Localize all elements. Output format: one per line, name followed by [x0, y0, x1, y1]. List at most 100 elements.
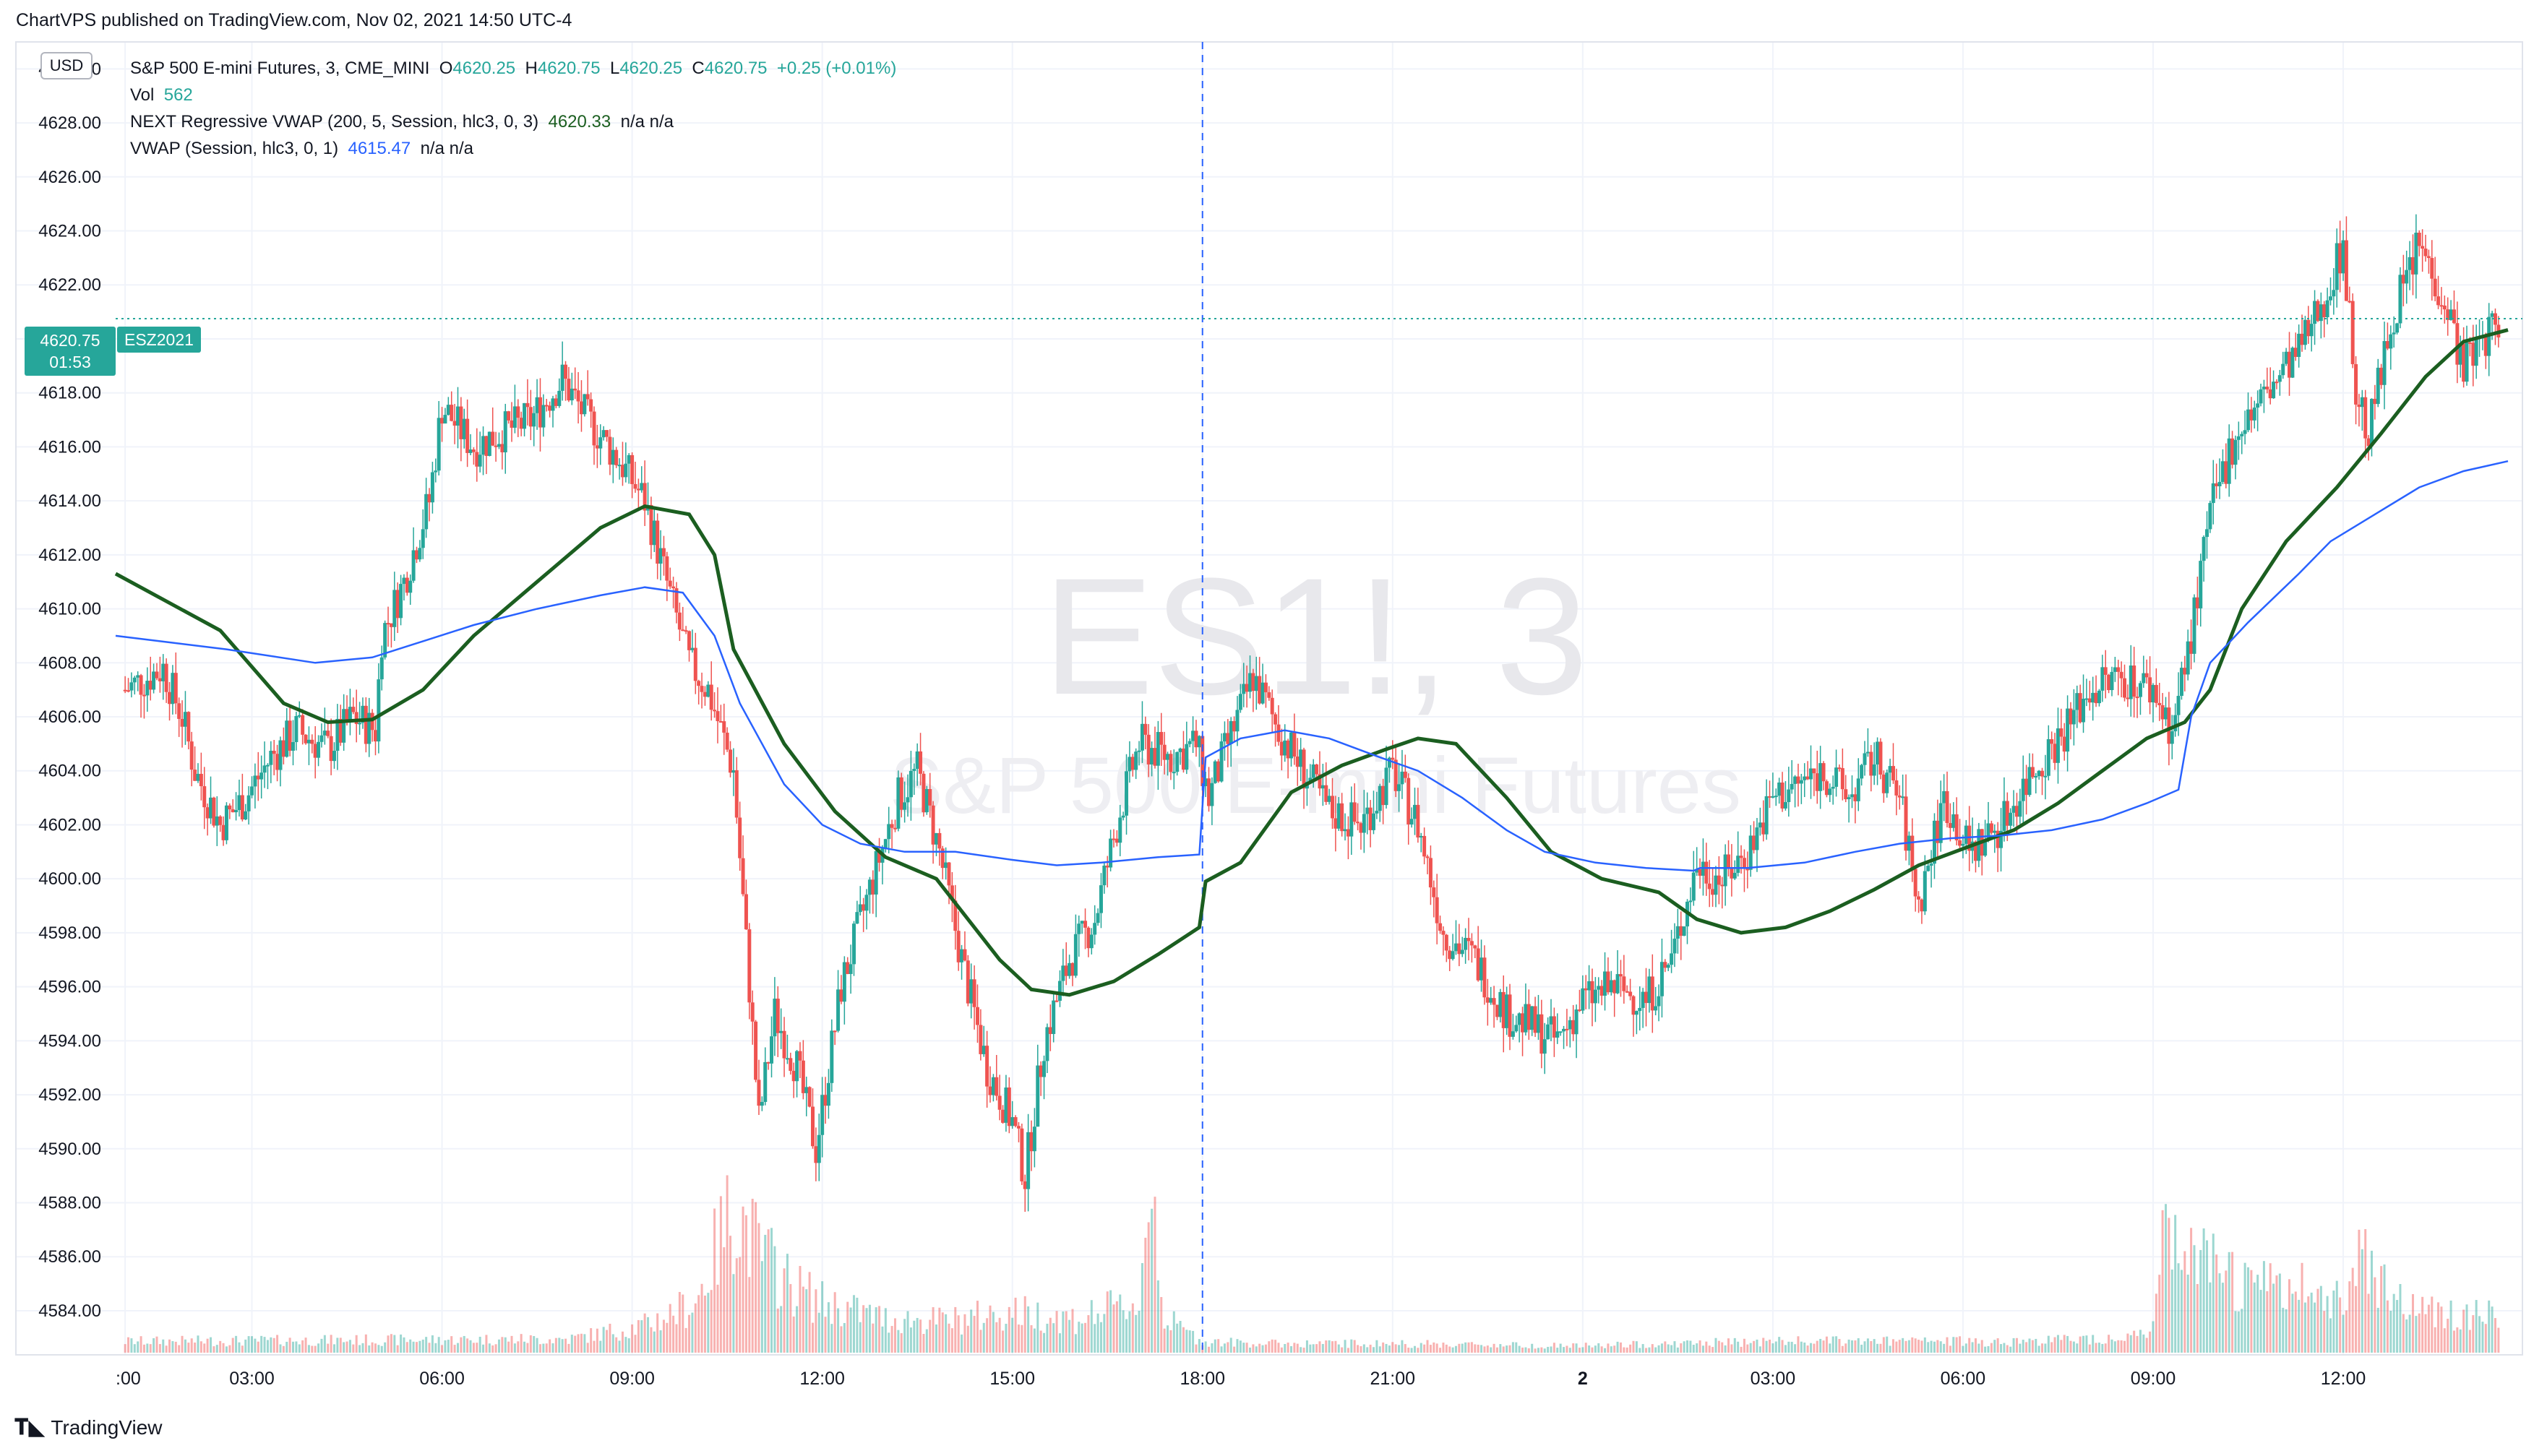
volume-bar — [1442, 1343, 1445, 1353]
candle-body — [988, 1086, 992, 1095]
candle-body — [592, 411, 596, 446]
volume-bar — [2082, 1335, 2085, 1353]
volume-bar — [235, 1335, 238, 1353]
candle-body — [1137, 750, 1141, 752]
candle-body — [1010, 1117, 1015, 1127]
candle-body — [763, 1061, 768, 1102]
volume-bar — [361, 1343, 364, 1353]
volume-bar — [1584, 1343, 1587, 1353]
candle-body — [177, 703, 181, 719]
candle-body — [674, 588, 679, 613]
candle-body — [922, 773, 926, 813]
volume-bar — [1169, 1330, 1172, 1353]
candle-body — [1042, 1061, 1047, 1077]
volume-bar — [1458, 1343, 1461, 1353]
volume-bar — [2411, 1293, 2414, 1353]
volume-bar — [1023, 1296, 1026, 1353]
candle-body — [1387, 757, 1391, 768]
candle-body — [265, 764, 270, 767]
volume-bar — [1172, 1311, 1175, 1353]
candle-body — [1989, 823, 1993, 833]
candle-body — [189, 741, 194, 770]
volume-bar — [2076, 1343, 2079, 1353]
candle-body — [1172, 772, 1176, 774]
volume-bar — [1607, 1343, 1610, 1353]
volume-bar — [2383, 1264, 2386, 1353]
candle-body — [405, 577, 409, 593]
candle-body — [269, 750, 273, 765]
volume-bar — [1527, 1348, 1530, 1353]
candle-body — [658, 548, 663, 564]
candle-body — [1514, 1025, 1519, 1032]
candle-body — [2205, 529, 2209, 538]
volume-bar — [2028, 1338, 2031, 1353]
candle-body — [2097, 690, 2101, 704]
volume-bar — [744, 1215, 747, 1353]
candle-body — [1805, 776, 1810, 780]
regressive-vwap-line — [114, 328, 2509, 997]
volume-bar — [1467, 1342, 1470, 1353]
volume-bar — [1794, 1344, 1797, 1353]
y-tick-label: 4584.00 — [38, 1301, 101, 1321]
candle-body — [2410, 257, 2415, 275]
volume-bar — [1743, 1338, 1745, 1353]
volume-bar — [494, 1344, 497, 1353]
candle-body — [1435, 897, 1439, 923]
candle-body — [1530, 1006, 1534, 1030]
candle-body — [1327, 796, 1331, 802]
volume-bar — [1036, 1302, 1039, 1353]
volume-bar — [272, 1337, 275, 1353]
volume-bar — [545, 1343, 548, 1353]
candle-body — [1083, 921, 1088, 928]
candle-body — [1714, 875, 1718, 895]
candle-body — [2493, 313, 2497, 325]
candle-body — [199, 773, 203, 787]
volume-bar — [168, 1339, 171, 1353]
volume-bar — [580, 1333, 583, 1353]
volume-bar — [986, 1318, 989, 1353]
candle-body — [383, 623, 387, 658]
candle-body — [557, 390, 562, 406]
candle-body — [1156, 731, 1160, 766]
candle-body — [2389, 334, 2393, 349]
candle-body — [1286, 740, 1290, 759]
volume-bar — [830, 1324, 833, 1353]
candle-body — [459, 406, 463, 439]
volume-bar — [418, 1340, 421, 1353]
volume-bar — [2022, 1340, 2024, 1353]
candle-body — [791, 1070, 796, 1082]
candle-body — [452, 421, 457, 426]
volume-bar — [1305, 1340, 1308, 1353]
volume-bar — [130, 1338, 133, 1353]
volume-bar — [1264, 1344, 1267, 1353]
volume-bar — [1600, 1346, 1603, 1353]
volume-bar — [194, 1342, 197, 1353]
candle-body — [1232, 720, 1237, 732]
tradingview-logo[interactable]: 𝐓◣ TradingView — [14, 1415, 163, 1440]
volume-bar — [409, 1339, 412, 1353]
volume-bar — [1369, 1344, 1372, 1353]
volume-bar — [1873, 1339, 1876, 1353]
candle-body — [221, 824, 226, 840]
candle-body — [259, 772, 264, 780]
volume-bar — [1968, 1337, 1971, 1353]
volume-bar — [1214, 1339, 1216, 1353]
volume-bar — [517, 1341, 520, 1353]
volume-bar — [1917, 1340, 1920, 1353]
volume-bar — [2237, 1311, 2240, 1353]
volume-bar — [1318, 1341, 1321, 1353]
candle-body — [706, 684, 710, 697]
volume-bar — [1382, 1342, 1385, 1353]
volume-bar — [1245, 1343, 1248, 1353]
candle-body — [934, 832, 938, 845]
volume-bar — [2405, 1319, 2408, 1353]
y-tick-label: 4618.00 — [38, 384, 101, 403]
volume-bar — [1115, 1301, 1118, 1353]
candle-body — [1878, 741, 1883, 775]
volume-bar — [437, 1337, 440, 1353]
volume-bar — [1347, 1348, 1349, 1353]
currency-button[interactable]: USD — [40, 52, 93, 79]
volume-bar — [1730, 1344, 1733, 1353]
volume-bar — [2478, 1316, 2481, 1353]
